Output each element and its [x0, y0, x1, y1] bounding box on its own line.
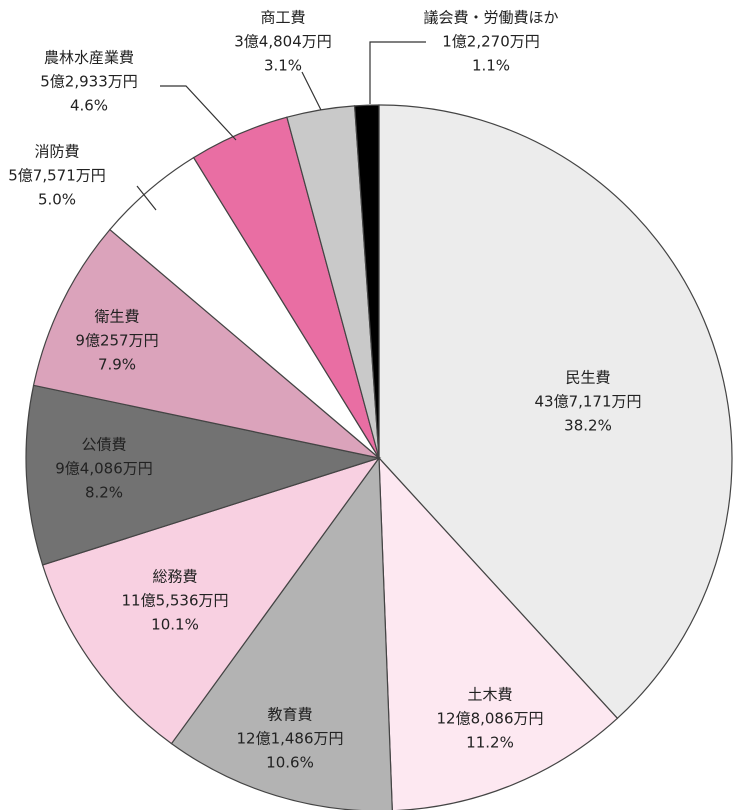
amount-label: 1億2,270万円 [442, 33, 540, 51]
slice-label: 総務費 [152, 568, 197, 586]
chart: 民生費 43億7,171万円 38.2% 土木費 12億8,086万円 11.2% 教育費 1… [0, 0, 743, 810]
amount-label: 3億4,804万円 [234, 33, 332, 51]
percent-label: 38.2% [564, 417, 612, 435]
percent-label: 4.6% [70, 97, 108, 115]
slice-label: 農林水産業費 [44, 49, 134, 67]
slice-label: 消防費 [34, 143, 79, 161]
leader-line [160, 86, 236, 140]
slice-label: 土木費 [467, 686, 512, 704]
slice-label: 議会費・労働費ほか [423, 9, 558, 27]
slice-label: 衛生費 [94, 308, 139, 326]
amount-label: 5億7,571万円 [8, 167, 106, 185]
amount-label: 9億4,086万円 [55, 460, 153, 478]
amount-label: 9億257万円 [75, 332, 158, 350]
amount-label: 12億8,086万円 [436, 710, 543, 728]
amount-label: 11億5,536万円 [121, 592, 228, 610]
leader-line [370, 42, 426, 104]
amount-label: 12億1,486万円 [236, 730, 343, 748]
percent-label: 10.6% [266, 754, 314, 772]
amount-label: 5億2,933万円 [40, 73, 138, 91]
percent-label: 1.1% [472, 57, 510, 75]
slice-label: 商工費 [260, 9, 305, 27]
slice-label: 公債費 [81, 436, 126, 454]
percent-label: 8.2% [85, 484, 123, 502]
percent-label: 5.0% [38, 191, 76, 209]
leader-line [302, 72, 321, 110]
slice-label: 民生費 [565, 369, 610, 387]
slice-label: 教育費 [267, 706, 312, 724]
percent-label: 11.2% [466, 734, 514, 752]
percent-label: 10.1% [151, 616, 199, 634]
percent-label: 7.9% [98, 356, 136, 374]
percent-label: 3.1% [264, 57, 302, 75]
amount-label: 43億7,171万円 [534, 393, 641, 411]
